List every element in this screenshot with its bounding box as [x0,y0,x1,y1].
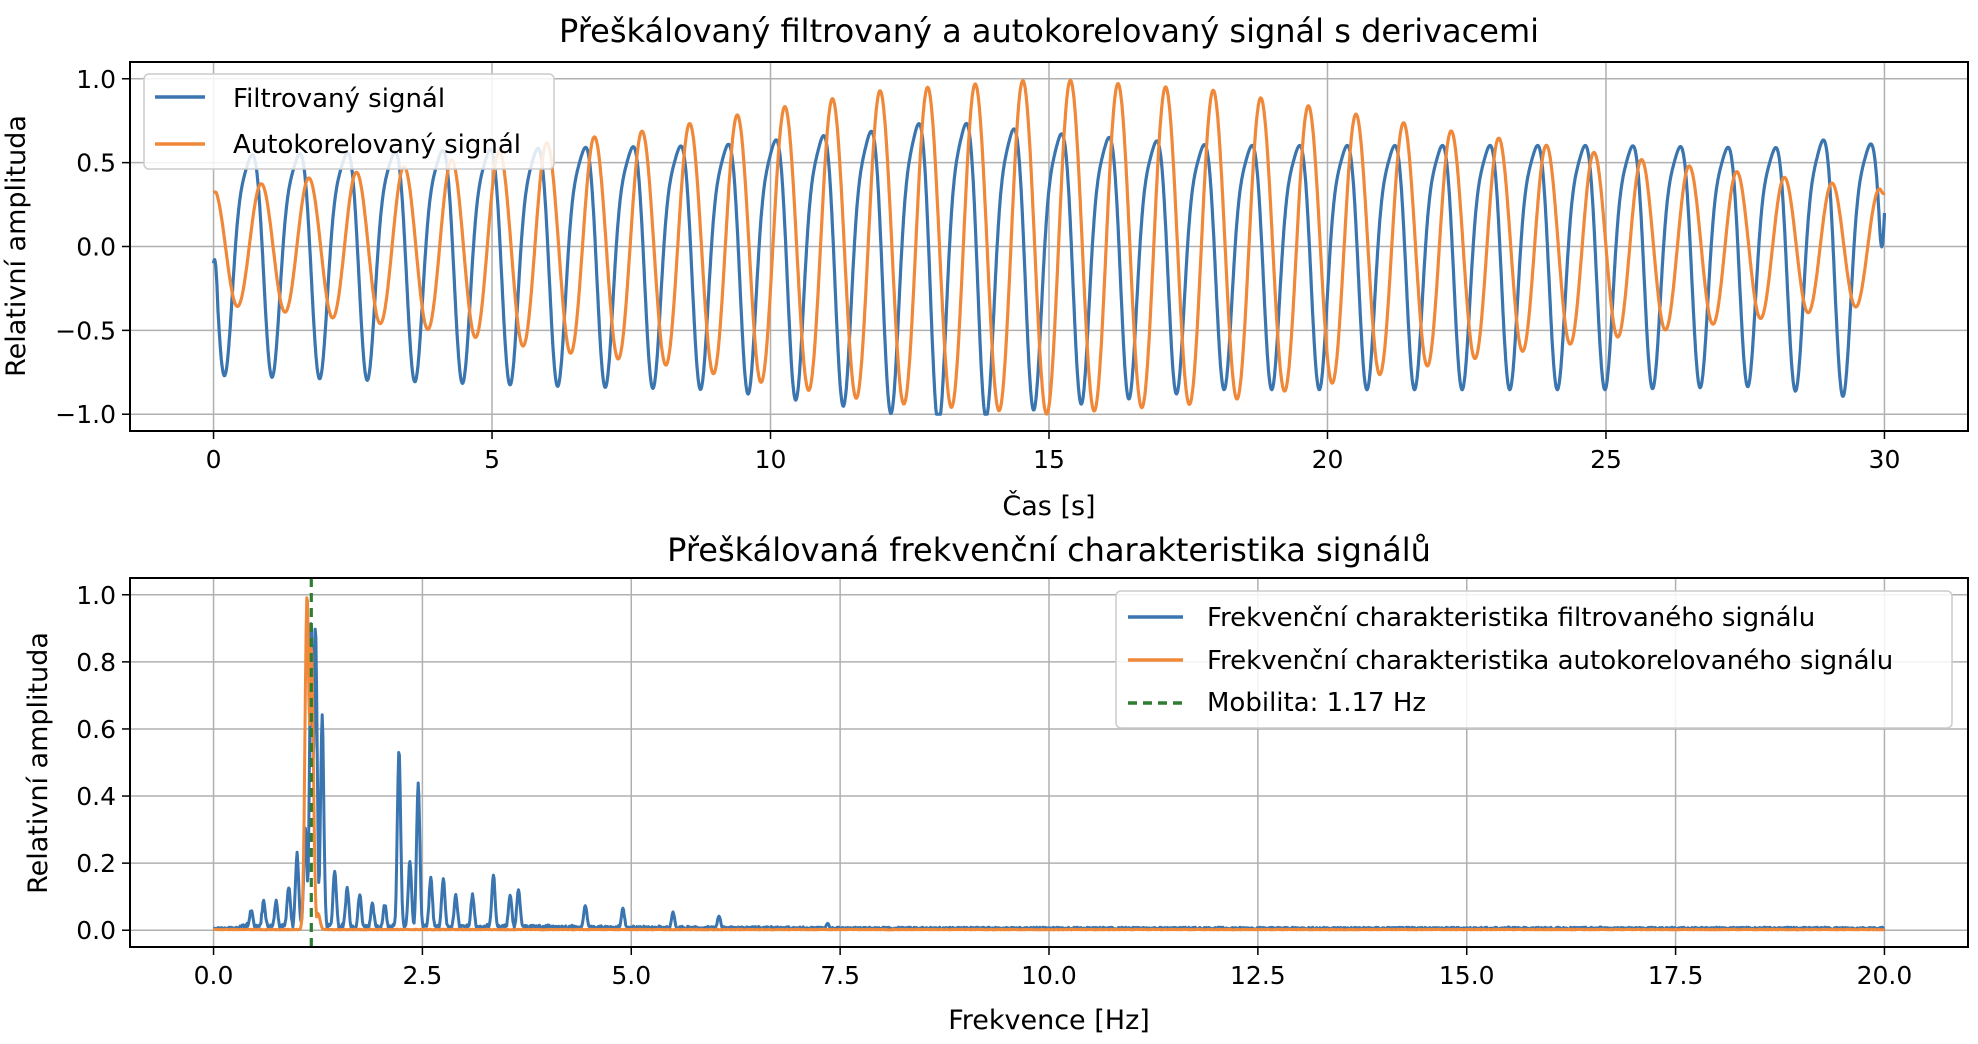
y-tick-label: 0.6 [76,715,116,744]
time-legend: Filtrovaný signál Autokorelovaný signál [143,73,555,170]
y-tick-label: 0.0 [76,916,116,945]
freq-ticks: 0.0 2.5 5.0 7.5 10.0 12.5 15.0 17.5 20.0 0.0 0.2 0.… [76,581,1912,990]
freq-legend-mobility: Mobilita: 1.17 Hz [1207,688,1426,718]
x-tick-label: 30 [1869,445,1901,474]
x-tick-label: 25 [1590,445,1622,474]
y-tick-label: 0.5 [76,149,116,178]
time-chart-title: Přeškálovaný filtrovaný a autokorelovaný… [559,12,1539,50]
x-tick-label: 0.0 [194,961,234,990]
y-tick-label: 0.4 [76,782,116,811]
freq-series [212,578,1886,947]
y-tick-label: 0.0 [76,233,116,262]
y-tick-label: 0.2 [76,849,116,878]
x-tick-label: 5 [484,445,500,474]
freq-series-1 [212,596,1886,932]
x-tick-label: 2.5 [403,961,443,990]
freq-y-axis-label: Relativní amplituda [23,632,54,894]
freq-legend-autocorr: Frekvenční charakteristika autokorelovan… [1207,646,1893,676]
x-tick-label: 10.0 [1021,961,1077,990]
x-tick-label: 12.5 [1230,961,1286,990]
x-tick-label: 20 [1312,445,1344,474]
y-tick-label: −0.5 [55,316,116,345]
time-legend-autocorr: Autokorelovaný signál [233,130,521,160]
time-legend-box [143,73,555,170]
x-tick-label: 15 [1033,445,1065,474]
freq-chart-title: Přeškálovaná frekvenční charakteristika … [667,531,1431,569]
freq-legend-filtered: Frekvenční charakteristika filtrovaného … [1207,603,1815,633]
x-tick-label: 7.5 [820,961,860,990]
frequency-chart: 0.0 2.5 5.0 7.5 10.0 12.5 15.0 17.5 20.0 0.0 0.2 0.… [23,531,1969,1036]
freq-legend: Frekvenční charakteristika filtrovaného … [1115,590,1953,729]
freq-x-axis-label: Frekvence [Hz] [948,1005,1150,1036]
x-tick-label: 0 [206,445,222,474]
time-y-axis-label: Relativní amplituda [1,115,32,377]
time-x-axis-label: Čas [s] [1002,490,1095,522]
x-tick-label: 20.0 [1857,961,1913,990]
x-tick-label: 17.5 [1648,961,1704,990]
time-ticks: 0 5 10 15 20 25 30 −1.0 −0.5 0.0 0.5 1.0 [55,65,1900,474]
y-tick-label: 1.0 [76,581,116,610]
time-legend-filtered: Filtrovaný signál [233,84,445,114]
x-tick-label: 10 [755,445,787,474]
time-chart: 0 5 10 15 20 25 30 −1.0 −0.5 0.0 0.5 1.0 Přeškálova… [1,12,1969,522]
time-series-1 [212,78,1886,416]
x-tick-label: 5.0 [611,961,651,990]
y-tick-label: 0.8 [76,648,116,677]
y-tick-label: 1.0 [76,65,116,94]
x-tick-label: 15.0 [1439,961,1495,990]
freq-legend-box [1115,590,1953,729]
freq-grid [130,578,1968,947]
y-tick-label: −1.0 [55,400,116,429]
